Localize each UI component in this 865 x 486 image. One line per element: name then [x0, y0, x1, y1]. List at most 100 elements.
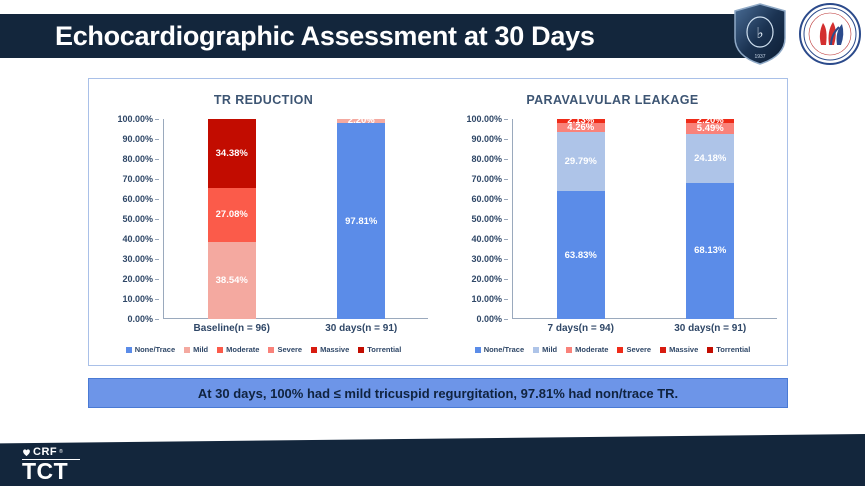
legend-item[interactable]: Moderate — [566, 345, 608, 354]
bar-segment-mild[interactable]: 2.20% — [337, 115, 386, 126]
legend-item[interactable]: Massive — [660, 345, 698, 354]
charts-container: TR REDUCTION 100.00% 90.00% 80.00% 70.00% 60… — [89, 79, 787, 365]
bar-segment-torrential[interactable]: 34.38% — [207, 119, 256, 188]
y-axis-tick: 60.00% — [122, 194, 159, 204]
y-axis-tick: 90.00% — [471, 134, 508, 144]
legend-item[interactable]: Massive — [311, 345, 349, 354]
institutional-shield-logo: ♭ 1937 — [731, 2, 789, 66]
legend-label: Severe — [277, 345, 303, 354]
bar-segment-label: 63.83% — [564, 249, 597, 261]
y-axis-tick: 50.00% — [122, 214, 159, 224]
legend-item[interactable]: Mild — [184, 345, 208, 354]
bar-segment-none-trace[interactable]: 68.13% — [686, 182, 735, 319]
y-axis-tick: 20.00% — [471, 274, 508, 284]
y-axis-tick: 0.00% — [476, 314, 508, 324]
summary-caption: At 30 days, 100% had ≤ mild tricuspid re… — [88, 378, 788, 408]
legend-label: Massive — [320, 345, 350, 354]
slide-footer: CRF ® TCT — [0, 434, 865, 486]
plot-area-pvl: 100.00% 90.00% 80.00% 70.00% 60.00% 50.00% 40.… — [438, 114, 787, 324]
logo-divider — [22, 459, 80, 460]
legend-item[interactable]: Severe — [617, 345, 651, 354]
legend-swatch — [125, 346, 132, 353]
y-axis-tick: 90.00% — [122, 134, 159, 144]
legend-item[interactable]: Moderate — [217, 345, 259, 354]
legend-item[interactable]: None/Trace — [474, 345, 525, 354]
y-axis-tick: 10.00% — [122, 294, 159, 304]
stacked-bar[interactable]: 2.20% 97.81% — [337, 115, 386, 319]
legend-item[interactable]: None/Trace — [125, 345, 176, 354]
legend-label: Torrential — [367, 345, 402, 354]
legend-swatch — [217, 346, 224, 353]
legend-label: Severe — [626, 345, 652, 354]
y-axis-line-tr — [163, 119, 164, 319]
x-axis-labels-pvl: 7 days(n = 94) 30 days(n = 91) — [516, 323, 775, 334]
bar-segment-mild[interactable]: 24.18% — [686, 134, 735, 183]
y-axis-tick: 30.00% — [471, 254, 508, 264]
bars-pvl: 2.13% 4.26% 29.79% 63.83% 2.20% 5.49% 24.18% 68… — [516, 115, 775, 319]
y-axis-tick: 70.00% — [471, 174, 508, 184]
legend-label: Moderate — [226, 345, 260, 354]
x-axis-line-tr — [163, 318, 428, 319]
y-axis-tick: 20.00% — [122, 274, 159, 284]
stacked-bar[interactable]: 2.13% 4.26% 29.79% 63.83% — [556, 115, 605, 319]
legend-pvl: None/Trace Mild Moderate Severe Massive Torre… — [438, 345, 787, 354]
x-axis-label: Baseline(n = 96) — [193, 323, 270, 334]
x-axis-label: 30 days(n = 91) — [674, 323, 747, 334]
legend-item[interactable]: Torrential — [707, 345, 750, 354]
y-axis-tick: 100.00% — [466, 114, 508, 124]
legend-label: None/Trace — [134, 345, 176, 354]
bars-tr: 34.38% 27.08% 38.54% 2.20% 97.81% — [167, 115, 426, 319]
bar-segment-moderate[interactable]: 5.49% — [686, 123, 735, 135]
chart-title-tr: TR REDUCTION — [213, 93, 314, 107]
legend-swatch — [311, 346, 318, 353]
y-axis-tick: 70.00% — [122, 174, 159, 184]
bar-segment-label: 97.81% — [345, 215, 378, 227]
legend-swatch — [474, 346, 481, 353]
legend-swatch — [533, 346, 540, 353]
legend-swatch — [184, 346, 191, 353]
bar-segment-mild[interactable]: 38.54% — [207, 241, 256, 319]
legend-label: Mild — [193, 345, 209, 354]
legend-label: Moderate — [575, 345, 609, 354]
bar-segment-severe[interactable]: 2.13% — [556, 115, 605, 126]
bar-segment-label: 2.20% — [696, 115, 724, 126]
legend-tr: None/Trace Mild Moderate Severe Massive Torre… — [89, 345, 438, 354]
bar-segment-severe[interactable]: 2.20% — [686, 115, 735, 126]
bar-segment-label: 2.20% — [347, 115, 375, 126]
chart-paravalvular-leakage: PARAVALVULAR LEAKAGE 100.00% 90.00% 80.00%… — [438, 79, 787, 365]
legend-item[interactable]: Mild — [533, 345, 557, 354]
logo-group: ♭ 1937 — [731, 2, 861, 66]
stacked-bar[interactable]: 34.38% 27.08% 38.54% — [207, 119, 256, 319]
legend-swatch — [617, 346, 624, 353]
legend-item[interactable]: Torrential — [358, 345, 401, 354]
bar-segment-label: 5.49% — [696, 123, 724, 135]
bar-segment-label: 27.08% — [215, 209, 248, 221]
legend-swatch — [358, 346, 365, 353]
y-axis-tick: 40.00% — [122, 234, 159, 244]
legend-label: None/Trace — [483, 345, 525, 354]
bar-segment-label: 68.13% — [694, 245, 727, 257]
institutional-circular-logo — [799, 3, 861, 65]
y-axis-tick: 50.00% — [471, 214, 508, 224]
legend-label: Mild — [542, 345, 558, 354]
y-axis-line-pvl — [512, 119, 513, 319]
bar-segment-label: 38.54% — [215, 274, 248, 286]
bar-segment-label: 34.38% — [215, 147, 248, 159]
stacked-bar[interactable]: 2.20% 5.49% 24.18% 68.13% — [686, 115, 735, 319]
x-axis-line-pvl — [512, 318, 777, 319]
bar-segment-mild[interactable]: 29.79% — [556, 131, 605, 192]
crf-trademark: ® — [59, 449, 63, 455]
bar-segment-moderate[interactable]: 27.08% — [207, 187, 256, 242]
bar-segment-none-trace[interactable]: 63.83% — [556, 191, 605, 319]
y-axis-tr: 100.00% 90.00% 80.00% 70.00% 60.00% 50.00% 40.… — [97, 114, 159, 324]
bar-segment-none-trace[interactable]: 97.81% — [337, 123, 386, 319]
legend-swatch — [566, 346, 573, 353]
caption-text: At 30 days, 100% had ≤ mild tricuspid re… — [197, 385, 679, 401]
page-title: Echocardiographic Assessment at 30 Days — [55, 20, 595, 51]
crf-label: CRF — [33, 446, 58, 458]
slide-title-bar: Echocardiographic Assessment at 30 Days — [0, 14, 750, 58]
legend-swatch — [707, 346, 714, 353]
bar-segment-moderate[interactable]: 4.26% — [556, 122, 605, 133]
x-axis-label: 7 days(n = 94) — [547, 323, 614, 334]
legend-item[interactable]: Severe — [268, 345, 302, 354]
